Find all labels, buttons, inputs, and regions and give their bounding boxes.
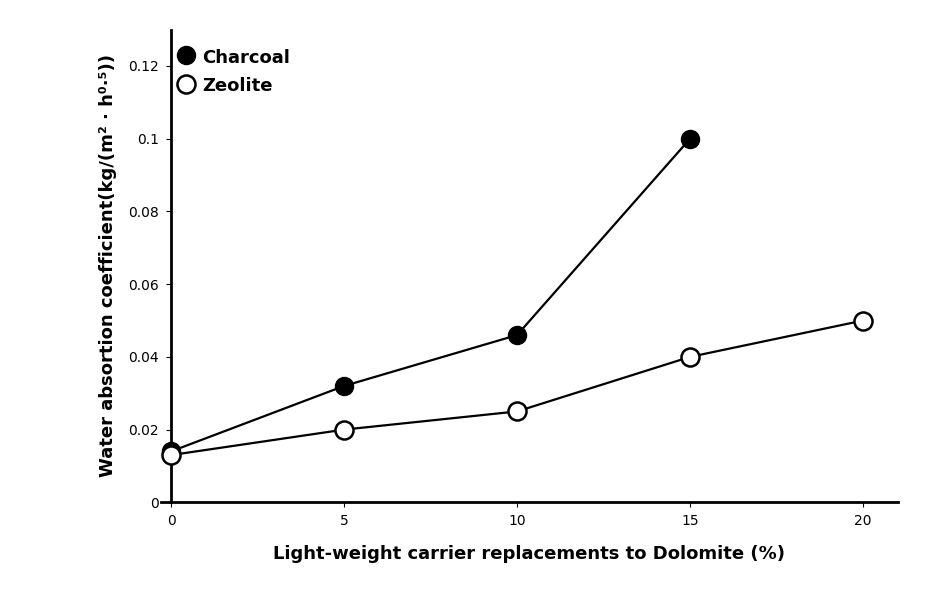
Zeolite [683,353,695,361]
Charcoal [165,448,177,455]
Zeolite [856,317,868,324]
Line: Zeolite: Zeolite [161,311,871,464]
Zeolite [511,408,522,415]
X-axis label: Light-weight carrier replacements to Dolomite (%): Light-weight carrier replacements to Dol… [273,545,784,563]
Zeolite [165,452,177,459]
Zeolite [338,426,349,433]
Line: Charcoal: Charcoal [161,129,699,460]
Charcoal [683,135,695,142]
Y-axis label: Water absortion coefficient(kg/(m² · h⁰·⁵)): Water absortion coefficient(kg/(m² · h⁰·… [99,54,117,478]
Charcoal [338,382,349,389]
Charcoal [511,332,522,339]
Legend: Charcoal, Zeolite: Charcoal, Zeolite [170,38,298,105]
